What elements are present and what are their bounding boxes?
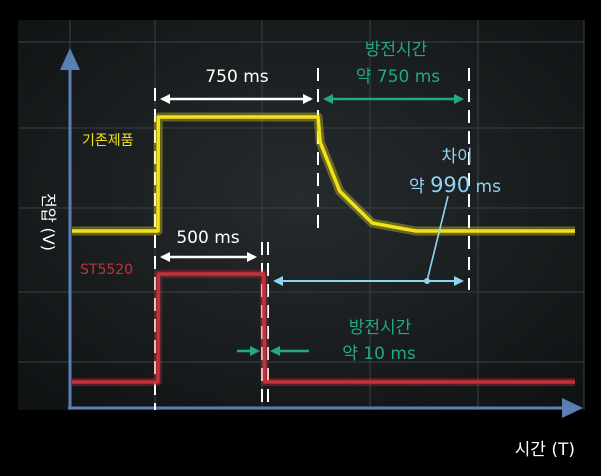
label-top-discharge-1: 방전시간 <box>365 40 428 60</box>
label-difference-2: 약 990 ms <box>409 173 501 197</box>
trace-legacy <box>72 115 575 233</box>
difference-leader-dot <box>424 278 430 284</box>
difference-leader <box>426 195 449 282</box>
series-label-st5520: ST5520 <box>80 262 133 278</box>
guide-lines <box>154 68 470 410</box>
label-top-width: 750 ms <box>205 67 268 87</box>
y-axis-label: 전압 (V) <box>39 193 58 251</box>
trace-st5520 <box>72 272 575 384</box>
label-bottom-discharge-1: 방전시간 <box>349 318 412 338</box>
difference-unit: ms <box>470 177 501 197</box>
x-axis-label: 시간 (T) <box>515 440 575 460</box>
difference-prefix: 약 <box>409 177 430 197</box>
series-label-legacy: 기존제품 <box>82 133 134 149</box>
y-axis-arrowhead <box>60 48 80 70</box>
label-bottom-discharge-2: 약 10 ms <box>342 344 416 364</box>
difference-value: 990 <box>430 173 470 197</box>
label-difference-1: 차이 <box>441 147 472 167</box>
label-top-discharge-2: 약 750 ms <box>356 67 440 87</box>
x-axis-arrowhead <box>562 398 583 418</box>
plot-background <box>18 20 584 410</box>
label-bottom-width: 500 ms <box>176 228 239 248</box>
axes <box>60 48 583 418</box>
